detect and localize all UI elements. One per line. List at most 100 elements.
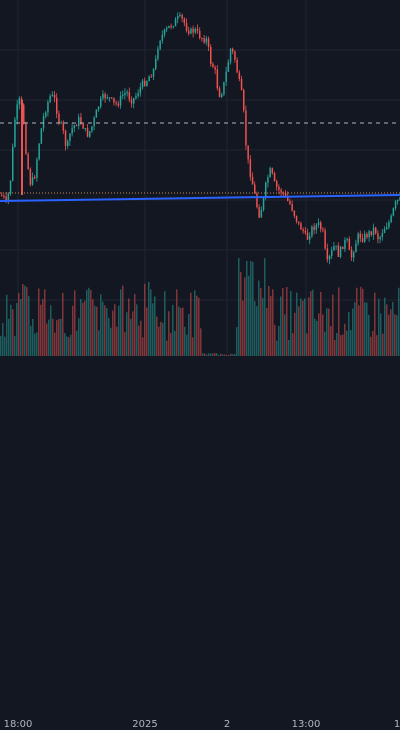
chart-canvas[interactable] [0, 0, 400, 356]
volume-bar [80, 299, 82, 356]
volume-bar [198, 297, 200, 356]
candle-body [9, 180, 12, 194]
volume-bar [56, 320, 58, 356]
volume-bar [330, 326, 332, 356]
candle-body [210, 46, 212, 64]
candle-body [383, 229, 386, 234]
candle-body [247, 145, 249, 160]
volume-bar [380, 313, 382, 356]
candle-body [161, 34, 164, 41]
volume-bar [54, 332, 56, 356]
candle-body [128, 92, 131, 100]
volume-bar [192, 337, 194, 356]
volume-bar [30, 325, 32, 356]
candle-body [181, 14, 183, 19]
candle-body [89, 131, 91, 137]
volume-bar [362, 288, 364, 356]
volume-bar [14, 336, 16, 356]
candle-body [291, 203, 293, 211]
volume-bar [342, 334, 344, 356]
candle-body [71, 127, 73, 134]
candle-body [284, 192, 287, 196]
candle-body [225, 71, 227, 82]
candle-body [194, 28, 197, 33]
candle-body [192, 28, 194, 33]
volume-bar [10, 304, 12, 356]
candle-body [300, 223, 302, 230]
volume-bar [116, 326, 118, 356]
candle-body [260, 209, 263, 218]
volume-bar [96, 306, 98, 356]
candle-body [49, 96, 51, 102]
volume-bar [64, 332, 66, 356]
time-axis[interactable]: 18:00 2025 2 13:00 1 [0, 356, 400, 730]
volume-bar [128, 298, 130, 356]
candle-body [199, 30, 201, 39]
candle-body [271, 168, 274, 174]
candle-body [177, 16, 179, 19]
volume-bar [354, 302, 356, 356]
candle-body [379, 236, 381, 240]
candle-body [236, 59, 238, 73]
volume-bar [86, 289, 88, 356]
candle-body [251, 176, 254, 185]
candle-body [185, 23, 188, 31]
volume-bar [138, 325, 140, 356]
candle-body [130, 99, 133, 104]
volume-bar [130, 318, 132, 356]
candle-body [159, 40, 161, 49]
volume-bar [38, 288, 40, 356]
candle-body [346, 238, 348, 241]
candle-body [27, 153, 29, 170]
volume-bar [338, 287, 340, 356]
candle-body [25, 123, 27, 154]
volume-bar [324, 331, 326, 356]
candle-body [386, 227, 388, 230]
volume-bar [144, 283, 146, 356]
volume-bar [202, 353, 204, 356]
volume-bar [226, 354, 228, 356]
volume-bar [376, 335, 378, 356]
volume-bar [180, 307, 182, 356]
volume-bar [368, 314, 370, 356]
volume-bar [118, 305, 120, 356]
trendline-drawing[interactable] [0, 194, 400, 202]
volume-bar [46, 323, 48, 356]
candle-body [370, 231, 373, 235]
candle-body [7, 193, 10, 201]
candle-body [282, 192, 285, 194]
volume-bar [114, 304, 116, 356]
volume-bar [390, 309, 392, 356]
volume-bar [216, 353, 218, 356]
volume-bar [280, 296, 282, 356]
candle-body [190, 28, 192, 34]
volume-bar [16, 303, 18, 356]
volume-bar [158, 326, 160, 356]
candle-body [172, 26, 175, 28]
volume-bar [134, 293, 136, 356]
volume-bar [36, 332, 38, 356]
candle-body [304, 230, 307, 233]
volume-bar [246, 261, 248, 356]
candle-body [375, 227, 377, 234]
time-axis-label: 2 [223, 719, 231, 730]
candle-body [141, 80, 144, 88]
volume-bar [92, 299, 94, 356]
candle-body [150, 76, 153, 78]
candle-body [218, 88, 221, 97]
volume-bar [152, 303, 154, 356]
volume-bar [364, 302, 366, 356]
volume-bar [262, 297, 264, 356]
candle-body [227, 62, 230, 72]
volume-bar [120, 289, 122, 356]
volume-bar [212, 353, 214, 356]
candle-body [280, 189, 282, 193]
volume-bar [386, 304, 388, 356]
volume-bar [102, 301, 104, 356]
candle-body [42, 116, 45, 129]
volume-bar [48, 319, 50, 356]
time-axis-label: 13:00 [291, 719, 321, 730]
time-axis-label: 2025 [132, 719, 158, 730]
volume-bar [60, 318, 62, 356]
